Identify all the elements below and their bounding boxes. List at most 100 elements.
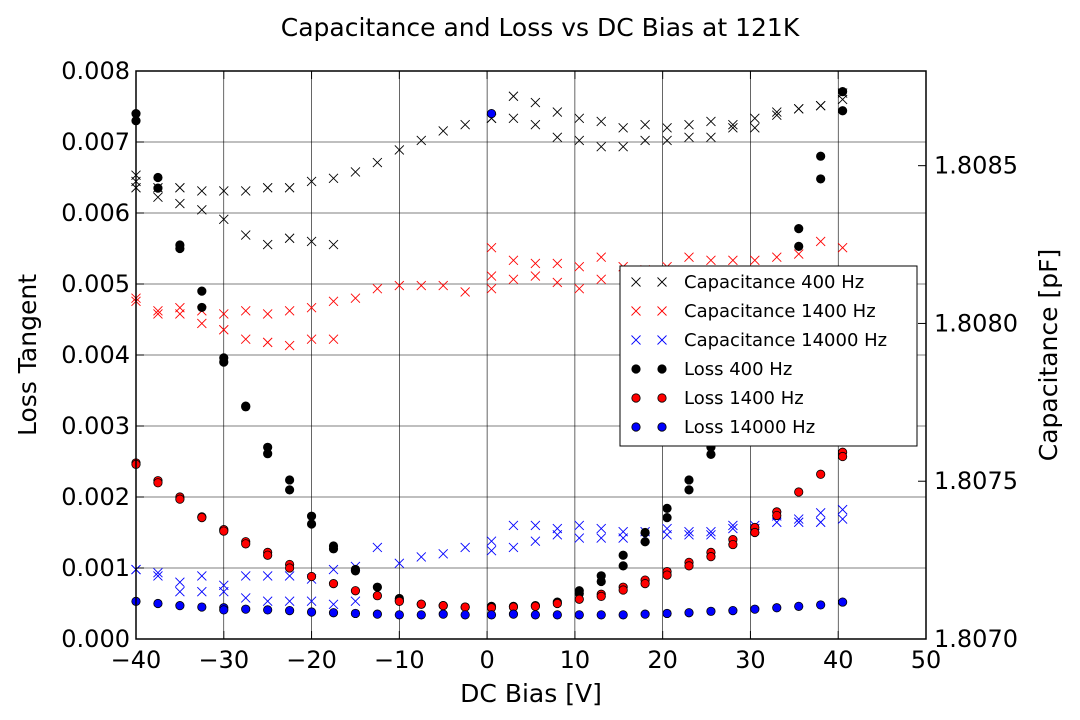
data-point bbox=[706, 132, 716, 143]
data-point bbox=[574, 283, 585, 294]
data-point bbox=[793, 517, 804, 528]
data-point bbox=[438, 609, 448, 619]
data-point bbox=[794, 601, 804, 611]
data-point bbox=[372, 582, 382, 592]
data-point bbox=[153, 183, 163, 193]
legend-marker bbox=[657, 422, 667, 432]
data-point bbox=[750, 527, 760, 538]
data-point bbox=[486, 109, 497, 119]
data-point bbox=[552, 258, 563, 269]
data-point bbox=[306, 511, 317, 521]
data-point bbox=[306, 596, 317, 606]
data-point bbox=[838, 106, 848, 116]
x-tick-label: 50 bbox=[911, 646, 942, 674]
data-point bbox=[816, 174, 826, 184]
y-left-tick-label: 0.005 bbox=[61, 270, 130, 298]
data-point bbox=[328, 544, 339, 554]
data-point bbox=[574, 135, 585, 146]
data-point bbox=[486, 610, 497, 620]
data-point bbox=[486, 271, 497, 281]
data-point bbox=[328, 564, 339, 575]
y-left-tick-label: 0.000 bbox=[61, 625, 130, 653]
data-point bbox=[684, 132, 694, 143]
data-point bbox=[416, 552, 427, 562]
data-point bbox=[240, 306, 251, 316]
data-point bbox=[153, 309, 163, 319]
data-point bbox=[372, 157, 383, 168]
y-left-tick-label: 0.006 bbox=[61, 199, 130, 227]
x-tick-label: 30 bbox=[735, 646, 766, 674]
data-point bbox=[285, 475, 295, 485]
legend-box bbox=[619, 265, 918, 447]
data-point bbox=[328, 173, 339, 184]
x-tick-label: −10 bbox=[374, 646, 425, 674]
data-point bbox=[728, 255, 738, 266]
data-point bbox=[262, 239, 273, 250]
data-point bbox=[197, 571, 207, 581]
data-point bbox=[416, 599, 426, 609]
data-point bbox=[372, 542, 383, 553]
data-point bbox=[684, 252, 694, 262]
data-point bbox=[153, 306, 163, 316]
data-point bbox=[175, 198, 185, 209]
data-point bbox=[328, 608, 339, 618]
x-tick-label: 0 bbox=[479, 646, 494, 674]
data-point bbox=[460, 287, 470, 297]
data-point bbox=[662, 135, 672, 146]
data-point bbox=[728, 605, 738, 616]
y-right-axis-title: Capacitance [pF] bbox=[1034, 249, 1063, 461]
legend-entry-loss-1400-hz: Loss 1400 Hz bbox=[631, 388, 804, 409]
data-marks bbox=[131, 86, 848, 620]
data-point bbox=[284, 233, 295, 244]
data-point bbox=[175, 494, 185, 504]
legend-marker bbox=[657, 393, 667, 403]
series-loss-14000-hz bbox=[131, 109, 848, 620]
legend-label: Capacitance 400 Hz bbox=[684, 272, 864, 293]
data-point bbox=[153, 478, 163, 488]
data-point bbox=[815, 236, 826, 247]
data-point bbox=[350, 167, 361, 177]
data-point bbox=[197, 186, 207, 196]
data-point bbox=[750, 255, 760, 266]
data-point bbox=[328, 239, 339, 250]
legend-label: Capacitance 1400 Hz bbox=[684, 301, 876, 322]
data-point bbox=[728, 539, 738, 550]
data-point bbox=[815, 507, 826, 518]
data-point bbox=[285, 485, 295, 495]
x-tick-label: −30 bbox=[198, 646, 249, 674]
data-point bbox=[662, 503, 672, 513]
data-point bbox=[350, 596, 361, 606]
data-point bbox=[750, 113, 760, 124]
data-point bbox=[394, 596, 404, 606]
data-point bbox=[815, 100, 826, 111]
data-point bbox=[218, 324, 229, 335]
data-point bbox=[175, 586, 185, 597]
legend-entry-capacitance-400-hz: Capacitance 400 Hz bbox=[631, 272, 864, 293]
legend-marker bbox=[631, 393, 641, 403]
data-point bbox=[219, 357, 229, 367]
data-point bbox=[262, 182, 273, 193]
data-point bbox=[574, 113, 585, 124]
data-point bbox=[618, 561, 628, 571]
data-point bbox=[306, 571, 317, 582]
data-point bbox=[838, 597, 848, 607]
data-point bbox=[394, 558, 405, 569]
data-point bbox=[618, 585, 628, 595]
data-point bbox=[153, 567, 163, 578]
data-point bbox=[175, 601, 185, 611]
data-point bbox=[438, 280, 449, 291]
data-point bbox=[285, 563, 295, 573]
data-point bbox=[197, 512, 207, 523]
data-point bbox=[706, 530, 716, 540]
data-point bbox=[706, 116, 716, 127]
data-point bbox=[284, 571, 295, 581]
data-point bbox=[416, 280, 427, 291]
series-loss-1400-hz bbox=[131, 447, 848, 613]
data-point bbox=[486, 283, 497, 294]
y-left-tick-label: 0.007 bbox=[61, 128, 130, 156]
data-point bbox=[486, 545, 497, 556]
data-point bbox=[552, 523, 563, 534]
data-point bbox=[728, 119, 738, 130]
legend-label: Loss 400 Hz bbox=[684, 359, 792, 380]
data-point bbox=[175, 182, 185, 193]
